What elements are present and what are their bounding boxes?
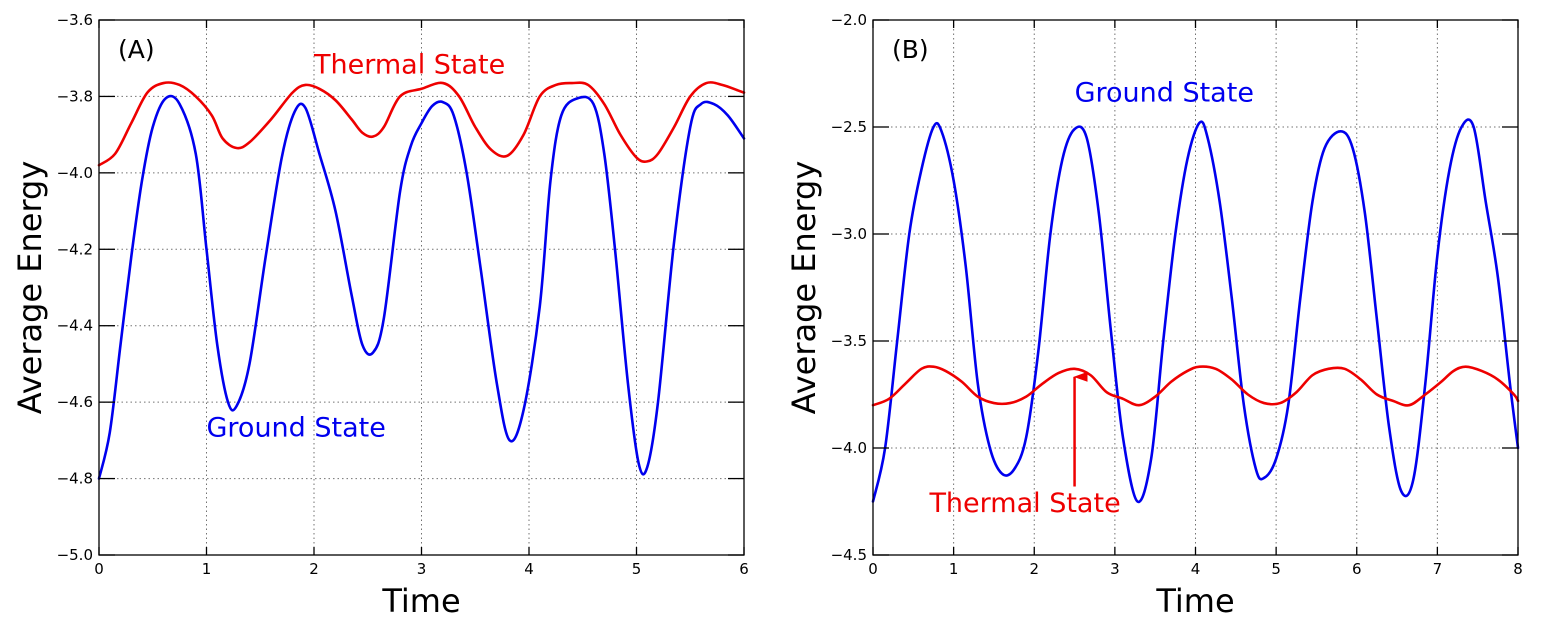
panel-b-y-tick-label-4: −2.5 [831,118,867,136]
panel-b-x-tick-label-6: 6 [1352,560,1362,578]
panel-b-series-thermal-state [871,365,1520,407]
panel-a-y-tick-label-7: −3.6 [57,11,93,29]
panel-b-x-tick-label-8: 8 [1513,560,1523,578]
panel-a-x-tick-label-6: 6 [739,560,749,578]
panel-a-ticks [98,19,745,556]
panel-a-x-tick-label-3: 3 [417,560,427,578]
panel-a-x-tick-label-2: 2 [309,560,319,578]
panel-a-y-axis-label: Average Energy [11,161,49,415]
panel-b-x-axis-label: Time [1155,582,1234,620]
panel-a-series-thermal-state [97,81,746,167]
panel-a-x-tick-label-1: 1 [202,560,212,578]
panel-a-label: (A) [118,35,155,64]
panel-b-chart: 0 1 2 3 4 5 6 7 8 −4.5 −4.0 −3.5 −3.0 −2.5 −2.0 (B) Ti… [785,11,1523,620]
panel-b-y-tick-label-2: −3.5 [831,332,867,350]
panel-b-ticks [872,19,1519,556]
panel-a-x-tick-label-5: 5 [632,560,642,578]
panel-b-y-tick-label-0: −4.5 [831,546,867,564]
panel-a-y-tick-label-3: −4.4 [57,317,93,335]
panel-b-y-tick-label-5: −2.0 [831,11,867,29]
panel-b-series-layer [871,118,1520,504]
panel-a-annotation-ground-state: Ground State [207,413,386,444]
panel-b-y-axis-label: Average Energy [785,161,823,415]
panel-b-y-tick-label-1: −4.0 [831,439,867,457]
panel-a-tick-labels: 0 1 2 3 4 5 6 −5.0 −4.8 −4.6 −4.4 −4.2 −4.0 −3.8 −3.6 [57,11,749,578]
panel-a-x-axis-label: Time [381,582,460,620]
panel-a-y-tick-label-4: −4.2 [57,240,93,258]
panel-b-series-ground-state [871,118,1520,504]
panel-b-y-tick-label-3: −3.0 [831,225,867,243]
panel-a-grid [99,20,744,555]
panel-a-y-tick-label-1: −4.8 [57,470,93,488]
panel-b-x-tick-label-1: 1 [949,560,959,578]
panel-a-x-tick-label-0: 0 [94,560,104,578]
panel-b-tick-labels: 0 1 2 3 4 5 6 7 8 −4.5 −4.0 −3.5 −3.0 −2.5 −2.0 [831,11,1523,578]
panel-a-y-tick-label-5: −4.0 [57,164,93,182]
panel-a-y-tick-label-6: −3.8 [57,87,93,105]
panel-b-x-tick-label-5: 5 [1271,560,1281,578]
panel-b-x-tick-label-4: 4 [1191,560,1201,578]
panel-b-label: (B) [892,35,929,64]
panel-a-chart: 0 1 2 3 4 5 6−5.0−4.8−4.6−4.4−4.2−4.0−3.8−3.6 … [11,11,749,620]
panel-a-x-tick-label-4: 4 [524,560,534,578]
panel-b-x-tick-label-2: 2 [1029,560,1039,578]
panel-b-annotation-thermal-state: Thermal State [928,488,1120,519]
panel-b-x-tick-label-7: 7 [1433,560,1443,578]
panel-b-x-tick-label-0: 0 [868,560,878,578]
panel-a-annotation-thermal-state: Thermal State [313,50,505,81]
panel-b-grid [873,20,1518,555]
panel-a-y-tick-label-2: −4.6 [57,393,93,411]
panel-a-y-tick-label-0: −5.0 [57,546,93,564]
panel-b-annotation-ground-state: Ground State [1075,77,1254,108]
panel-a-series-layer [97,81,746,480]
panel-a-series-ground-state [97,94,746,480]
panel-b-x-tick-label-3: 3 [1110,560,1120,578]
